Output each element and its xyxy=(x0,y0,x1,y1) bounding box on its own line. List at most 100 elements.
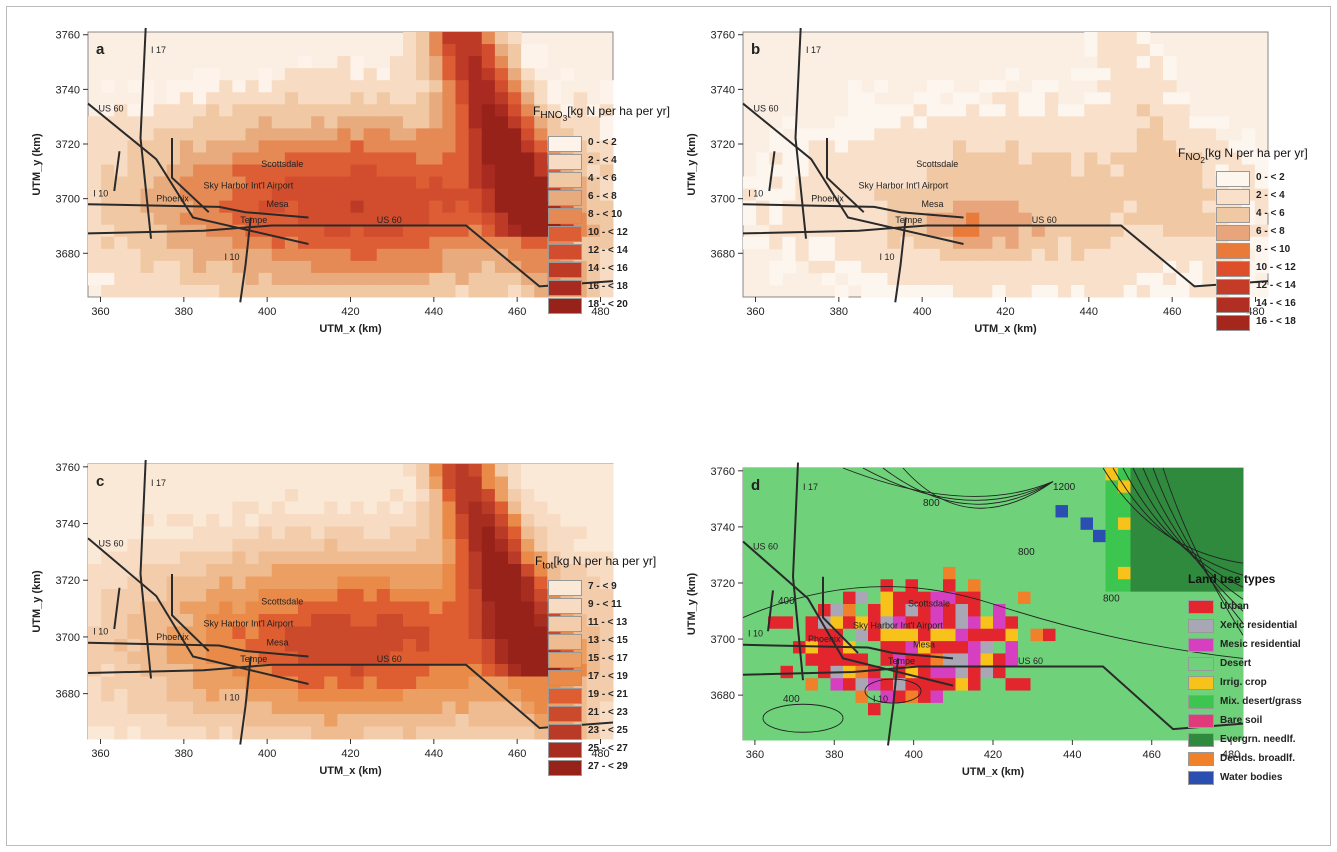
place-label-airport: Sky Harbor Int'l Airport xyxy=(204,180,294,190)
road-i10 xyxy=(87,203,309,219)
contour-line xyxy=(882,467,1054,505)
legend-swatch xyxy=(548,226,582,242)
place-label-tempe: Tempe xyxy=(240,215,267,225)
contour-line xyxy=(862,467,1054,501)
contour-line xyxy=(902,467,1054,509)
contour-line xyxy=(762,703,844,733)
road-link xyxy=(113,151,121,192)
x-tick-label: 380 xyxy=(175,748,193,760)
legend-label: Desert xyxy=(1220,658,1252,669)
legend-label: Evergrn. needlf. xyxy=(1220,734,1296,745)
road-i10 xyxy=(87,641,309,658)
figure-frame xyxy=(6,6,1331,846)
place-label-mesa: Mesa xyxy=(922,199,944,209)
legend-swatch xyxy=(548,616,582,632)
x-axis-label: UTM_x (km) xyxy=(974,323,1037,335)
road-us60 xyxy=(87,102,309,245)
legend-label: 18 - < 20 xyxy=(588,299,628,310)
place-label-scottsdale: Scottsdale xyxy=(261,596,303,606)
legend-label: Xeric residential xyxy=(1220,620,1298,631)
road-us60-east xyxy=(742,224,1269,288)
legend-label: 15 - < 17 xyxy=(588,653,628,664)
legend-title: FNO2[kg N per ha per yr] xyxy=(1178,146,1308,166)
x-tick-label: 360 xyxy=(746,749,764,761)
legend-swatch xyxy=(1188,714,1214,728)
x-tick-label: 460 xyxy=(1163,306,1181,318)
legend-swatch xyxy=(548,136,582,152)
contour-line xyxy=(1132,467,1244,600)
legend-swatch xyxy=(548,190,582,206)
legend-swatch xyxy=(1188,676,1214,690)
road-i10 xyxy=(742,643,954,660)
legend-label: Urban xyxy=(1220,601,1249,612)
legend-swatch xyxy=(548,298,582,314)
place-label-airport: Sky Harbor Int'l Airport xyxy=(859,180,949,190)
road-i10-south xyxy=(239,656,252,745)
legend-label: 17 - < 19 xyxy=(588,671,628,682)
contour-line xyxy=(1162,467,1244,636)
legend-title: Ftot[kg N per ha per yr] xyxy=(535,554,657,572)
legend-label: 21 - < 23 xyxy=(588,707,628,718)
legend-label: 6 - < 8 xyxy=(588,191,617,202)
legend-swatch xyxy=(1188,657,1214,671)
y-axis-label: UTM_y (km) xyxy=(686,572,698,635)
legend-label: 7 - < 9 xyxy=(588,581,617,592)
road-label-us60-east: US 60 xyxy=(377,215,402,225)
legend-label: 16 - < 18 xyxy=(1256,316,1296,327)
y-tick-label: 3720 xyxy=(56,575,80,587)
road-link xyxy=(768,151,776,192)
legend-label: 19 - < 21 xyxy=(588,689,628,700)
legend-swatch xyxy=(1188,771,1214,785)
legend-swatch xyxy=(1216,315,1250,331)
legend-swatch xyxy=(548,172,582,188)
x-tick-label: 400 xyxy=(913,306,931,318)
y-tick-label: 3700 xyxy=(56,194,80,206)
legend-label: 11 - < 13 xyxy=(588,617,628,628)
road-link xyxy=(822,576,859,654)
legend-swatch xyxy=(548,280,582,296)
legend-swatch xyxy=(1216,207,1250,223)
panel-a-hno3-deposition-map: I 17 US 60 I 10 US 60 I 10 Scottsdale Sky Harb… xyxy=(8,28,708,408)
legend-swatch xyxy=(1216,243,1250,259)
y-tick-label: 3740 xyxy=(56,519,80,531)
place-label-airport: Sky Harbor Int'l Airport xyxy=(204,618,294,628)
x-tick-label: 460 xyxy=(508,748,526,760)
x-tick-label: 440 xyxy=(1080,306,1098,318)
road-label-i10: I 10 xyxy=(93,188,108,198)
panel-letter: d xyxy=(751,477,760,494)
legend-swatch xyxy=(1216,189,1250,205)
legend-swatch xyxy=(548,598,582,614)
x-tick-label: 420 xyxy=(984,749,1002,761)
y-tick-label: 3680 xyxy=(711,690,735,702)
road-label-i10-south: I 10 xyxy=(880,252,895,262)
y-tick-label: 3700 xyxy=(711,194,735,206)
place-label-tempe: Tempe xyxy=(888,656,915,666)
contour-label: 1200 xyxy=(1053,482,1076,493)
legend-swatch xyxy=(548,154,582,170)
road-network xyxy=(87,460,614,745)
legend-swatch xyxy=(1216,297,1250,313)
y-tick-label: 3720 xyxy=(56,139,80,151)
road-network xyxy=(742,462,1244,746)
road-label-i17: I 17 xyxy=(803,482,818,492)
road-label-i17: I 17 xyxy=(151,478,166,488)
legend-label: Mesic residential xyxy=(1220,639,1301,650)
y-tick-label: 3700 xyxy=(711,634,735,646)
panel-b-svg: I 17 US 60 I 10 US 60 I 10 Scottsdale Sky Harb… xyxy=(686,28,1269,335)
y-tick-label: 3760 xyxy=(711,30,735,42)
y-tick-label: 3680 xyxy=(56,689,80,701)
legend-swatch xyxy=(1216,261,1250,277)
y-tick-label: 3680 xyxy=(711,248,735,260)
place-label-phoenix: Phoenix xyxy=(808,634,841,644)
place-label-phoenix: Phoenix xyxy=(156,632,189,642)
legend-label: 10 - < 12 xyxy=(588,227,628,238)
legend-label: 8 - < 10 xyxy=(1256,244,1291,255)
x-tick-label: 440 xyxy=(425,306,443,318)
road-us60 xyxy=(742,102,964,245)
legend-swatch xyxy=(1216,279,1250,295)
legend-label: 14 - < 16 xyxy=(1256,298,1296,309)
contour-line xyxy=(1142,467,1244,612)
panel-letter: a xyxy=(96,41,105,58)
x-axis-label: UTM_x (km) xyxy=(319,765,382,777)
panel-c-total-deposition-map: I 17 US 60 I 10 US 60 I 10 Scottsdale Sky Harb… xyxy=(8,460,708,850)
